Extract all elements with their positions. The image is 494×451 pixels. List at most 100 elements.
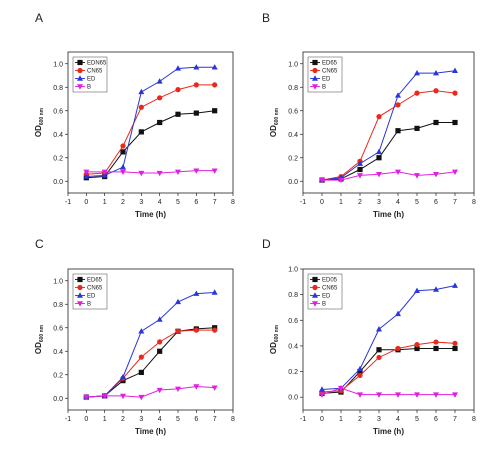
data-point	[120, 373, 126, 380]
data-point	[193, 82, 199, 88]
data-point	[212, 108, 218, 114]
data-point	[193, 168, 200, 174]
data-point	[338, 386, 344, 392]
legend-label: B	[87, 302, 91, 308]
data-point	[414, 392, 420, 398]
data-point	[120, 143, 126, 149]
x-tick-label: 3	[377, 416, 381, 423]
series-line	[86, 66, 215, 178]
x-tick-label: 8	[231, 416, 235, 423]
data-point	[156, 387, 163, 394]
x-tick-label: 2	[121, 416, 125, 423]
data-point	[138, 354, 144, 360]
data-point	[357, 173, 363, 179]
data-point	[156, 170, 163, 177]
data-point	[395, 345, 401, 352]
x-tick-label: 6	[434, 416, 438, 423]
data-point	[120, 169, 126, 176]
legend-marker	[77, 292, 83, 298]
data-point	[395, 128, 401, 134]
data-point	[157, 119, 163, 126]
data-point	[433, 172, 439, 178]
panel-a-letter: A	[35, 11, 43, 25]
data-point	[433, 119, 439, 126]
x-tick-label: 7	[213, 199, 217, 206]
legend-label: CN65	[322, 286, 338, 292]
y-tick-label: 0.6	[53, 108, 63, 115]
data-point	[175, 169, 181, 176]
data-point	[452, 169, 458, 176]
data-point	[212, 327, 218, 333]
series-line	[86, 385, 215, 398]
x-tick-label: 2	[358, 199, 362, 206]
data-point	[433, 69, 439, 76]
data-point	[138, 104, 144, 110]
y-tick-label: 1.0	[288, 267, 298, 274]
x-tick-label: 2	[121, 199, 125, 206]
data-point	[376, 347, 382, 353]
series-CN65	[83, 327, 218, 400]
x-tick-label: 6	[194, 199, 198, 206]
data-point	[395, 169, 401, 176]
legend-marker	[312, 84, 318, 90]
plot-frame	[67, 268, 234, 411]
legend-label: EDN65	[87, 61, 107, 67]
x-tick-label: 5	[176, 416, 180, 423]
data-point	[376, 155, 382, 161]
panel-d-letter: D	[262, 237, 271, 251]
y-tick-label: 0.6	[288, 318, 298, 325]
data-point	[414, 90, 420, 96]
y-tick-label: 1.0	[288, 61, 298, 68]
plot-frame	[302, 51, 475, 194]
legend-marker	[77, 276, 83, 283]
series-B	[83, 384, 218, 401]
data-point	[376, 326, 382, 332]
data-point	[319, 386, 325, 392]
y-tick-label: 0.8	[288, 85, 298, 92]
y-tick-label: 0.2	[288, 155, 298, 162]
x-tick-label: 3	[139, 416, 143, 423]
data-point	[414, 125, 420, 131]
data-point	[433, 339, 439, 345]
x-tick-label: 7	[213, 416, 217, 423]
y-tick-label: 0.6	[288, 108, 298, 115]
legend-label: ED05	[322, 278, 338, 284]
data-point	[452, 345, 458, 352]
data-point	[414, 173, 420, 179]
x-tick-label: 4	[158, 416, 162, 423]
data-point	[157, 339, 163, 345]
legend: EDN65 CN65 ED B	[72, 56, 108, 93]
data-point	[138, 328, 145, 334]
y-axis-title: OD600 nm	[269, 324, 280, 354]
y-tick-label: 0.0	[53, 396, 63, 403]
y-tick-label: 0.0	[53, 179, 63, 186]
data-point	[452, 119, 458, 126]
data-point	[211, 64, 218, 70]
panel-c: C -1 0 1 2 3 4 5 6 7 8 0.0 0.2 0.4 0.6 0.8 1.0 Time (h) OD…	[34, 237, 235, 436]
legend-label: CN65	[87, 286, 103, 292]
data-point	[414, 345, 420, 352]
data-point	[376, 148, 382, 155]
x-tick-label: 8	[231, 199, 235, 206]
x-tick-label: -1	[300, 199, 306, 206]
data-point	[175, 298, 181, 305]
x-tick-label: 3	[139, 199, 143, 206]
data-point	[175, 87, 181, 93]
legend-marker	[77, 84, 83, 90]
legend-marker	[77, 284, 83, 291]
x-axis-title: Time (h)	[373, 427, 404, 436]
x-tick-label: -1	[65, 416, 71, 423]
legend: ED65 CN65 ED B	[307, 56, 343, 93]
series-line	[321, 341, 456, 393]
legend-marker	[312, 67, 318, 74]
data-point	[376, 392, 382, 398]
data-point	[452, 282, 458, 288]
series-B	[83, 168, 218, 177]
legend-label: B	[322, 302, 326, 308]
series-line	[321, 90, 456, 181]
y-tick-label: 0.2	[53, 155, 63, 162]
y-tick-label: 0.6	[53, 325, 63, 332]
y-tick-label: 0.4	[288, 343, 298, 350]
legend-marker	[312, 59, 318, 66]
data-point	[138, 88, 145, 95]
